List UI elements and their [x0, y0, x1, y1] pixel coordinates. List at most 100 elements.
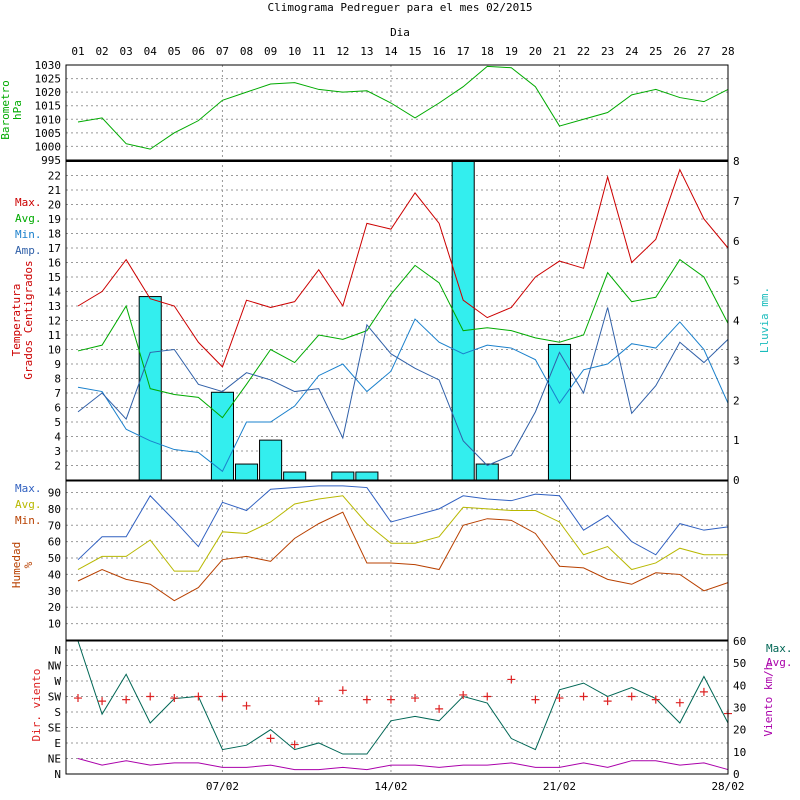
day-label: 13: [360, 45, 373, 58]
day-label: 17: [457, 45, 470, 58]
wind-direction-point: [146, 692, 155, 701]
temp-tick-label: 3: [54, 445, 61, 458]
temp-tick-label: 20: [48, 199, 61, 212]
wind-speed-series-line: [77, 758, 729, 771]
wind-direction-point: [314, 697, 323, 706]
temp-tick-label: 8: [54, 373, 61, 386]
rain-tick-label: 1: [733, 434, 740, 447]
wind-direction-point: [411, 694, 420, 703]
hum-tick-label: 60: [48, 536, 61, 549]
panel-frame: [65, 480, 729, 641]
wind-direction-point: [507, 675, 516, 684]
baro-tick-label: 1025: [35, 73, 62, 86]
temp-tick-label: 7: [54, 387, 61, 400]
temp-series-line: [77, 258, 729, 419]
humidity-legend-entry: Min.: [15, 514, 42, 527]
grid-layer: [66, 64, 729, 775]
rain-bar: [475, 463, 499, 481]
pressure-axis-title: hPa: [11, 100, 24, 120]
day-label: 11: [312, 45, 325, 58]
labels-layer: 01 02 03 04 05 06 07 08 09 10 11 12 13 14 15 16 17 18 19 20…: [0, 45, 793, 793]
day-label: 05: [168, 45, 181, 58]
temp-tick-label: 10: [48, 344, 61, 357]
day-label: 20: [529, 45, 542, 58]
day-label: 02: [95, 45, 108, 58]
wind-legend-entry: Avg.: [766, 656, 793, 669]
baro-tick-label: 1000: [35, 140, 62, 153]
date-tick-label: 07/02: [206, 780, 239, 793]
temp-tick-label: 4: [54, 431, 61, 444]
rain-tick-label: 0: [733, 474, 740, 487]
hum-tick-label: 90: [48, 486, 61, 499]
temp-tick-label: 5: [54, 416, 61, 429]
wind-direction-point: [218, 692, 227, 701]
day-label: 12: [336, 45, 349, 58]
wind-direction-point: [699, 687, 708, 696]
day-label: 22: [577, 45, 590, 58]
wind-speed-tick-label: 50: [733, 657, 746, 670]
hum-tick-label: 80: [48, 503, 61, 516]
wind-direction-point: [266, 734, 275, 743]
wind-speed-tick-label: 20: [733, 724, 746, 737]
day-label: 14: [384, 45, 398, 58]
wind-direction-point: [194, 692, 203, 701]
hum-tick-label: 20: [48, 601, 61, 614]
temp-tick-label: 19: [48, 213, 61, 226]
day-label: 28: [721, 45, 734, 58]
day-label: 25: [649, 45, 662, 58]
hum-tick-label: 10: [48, 618, 61, 631]
day-label: 19: [505, 45, 518, 58]
wind-dir-tick-label: SW: [48, 691, 62, 704]
wind-direction-point: [603, 697, 612, 706]
temp-legend-entry: Max.: [15, 196, 42, 209]
day-label: 21: [553, 45, 566, 58]
rain-bar: [355, 471, 379, 481]
day-label: 15: [408, 45, 421, 58]
temp-axis-title: Grados Centigrados: [22, 260, 35, 379]
rain-tick-label: 3: [733, 354, 740, 367]
day-label: 06: [192, 45, 205, 58]
wind-dir-tick-label: NW: [48, 660, 62, 673]
wind-speed-tick-label: 40: [733, 679, 746, 692]
rain-bar: [210, 391, 234, 481]
humidity-series-line: [77, 511, 729, 602]
wind-direction-point: [579, 692, 588, 701]
series-lines-layer: [74, 65, 732, 771]
wind-speed-tick-label: 60: [733, 635, 746, 648]
wind-direction-point: [122, 695, 131, 704]
rain-tick-label: 5: [733, 275, 740, 288]
wind-direction-point: [459, 690, 468, 699]
wind-dir-tick-label: W: [54, 675, 61, 688]
hum-tick-label: 30: [48, 585, 61, 598]
wind-dir-tick-label: NE: [48, 753, 61, 766]
temp-legend-entry: Min.: [15, 228, 42, 241]
day-label: 03: [120, 45, 133, 58]
temp-tick-label: 2: [54, 460, 61, 473]
day-header: Dia: [390, 26, 410, 39]
date-tick-label: 14/02: [374, 780, 407, 793]
humidity-legend-entry: Max.: [15, 482, 42, 495]
day-label: 26: [673, 45, 686, 58]
day-label: 08: [240, 45, 253, 58]
rain-bar: [234, 463, 259, 481]
temp-tick-label: 21: [48, 184, 61, 197]
temp-tick-label: 13: [48, 300, 61, 313]
baro-tick-label: 995: [41, 154, 61, 167]
temp-tick-label: 6: [54, 402, 61, 415]
temp-tick-label: 15: [48, 271, 61, 284]
wind-direction-point: [362, 695, 371, 704]
wind-direction-point: [290, 740, 299, 749]
humidity-legend-entry: Avg.: [15, 498, 42, 511]
wind-direction-point: [386, 695, 395, 704]
wind-direction-point: [675, 698, 684, 707]
temp-tick-label: 11: [48, 329, 61, 342]
temp-series-line: [77, 307, 729, 467]
temp-tick-label: 9: [54, 358, 61, 371]
wind-speed-tick-label: 0: [733, 768, 740, 781]
rain-tick-label: 7: [733, 195, 740, 208]
wind-speed-axis-title: Viento km/h: [762, 664, 775, 737]
hum-tick-label: 40: [48, 568, 61, 581]
wind-direction-point: [483, 692, 492, 701]
pressure-axis-title: Barometro: [0, 80, 12, 140]
